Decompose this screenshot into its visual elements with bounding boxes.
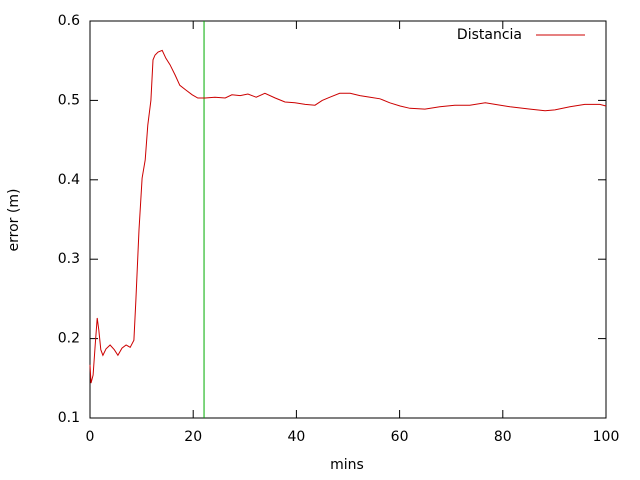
x-tick-label: 40 <box>287 429 305 445</box>
y-tick-label: 0.3 <box>58 251 80 267</box>
y-tick-label: 0.4 <box>58 172 80 188</box>
x-tick-label: 100 <box>593 429 620 445</box>
y-tick-label: 0.2 <box>58 331 80 347</box>
plot-frame <box>89 20 607 419</box>
y-tick-label: 0.1 <box>58 410 80 426</box>
x-axis-label: mins <box>330 457 364 473</box>
y-tick-label: 0.5 <box>58 92 80 108</box>
data-line <box>89 49 607 384</box>
x-tick-label: 80 <box>494 429 512 445</box>
x-tick-label: 0 <box>86 429 95 445</box>
legend-label: Distancia <box>457 27 522 43</box>
y-tick-label: 0.6 <box>58 13 80 29</box>
x-tick-label: 60 <box>391 429 409 445</box>
x-tick-label: 20 <box>184 429 202 445</box>
y-axis-label: error (m) <box>6 189 22 252</box>
